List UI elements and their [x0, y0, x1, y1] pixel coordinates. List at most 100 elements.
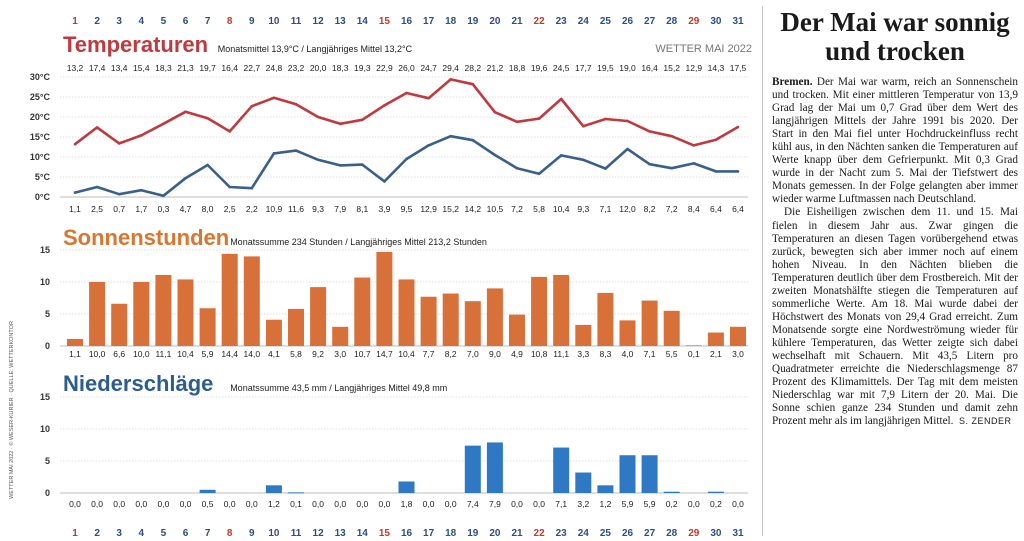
- bar-precipitation: [575, 472, 592, 493]
- day-number-bottom: 14: [357, 528, 369, 539]
- data-label-precipitation: 0,5: [202, 499, 214, 509]
- data-label-sunshine: 7,7: [423, 349, 435, 359]
- data-label-max-temperature: 16,4: [641, 63, 658, 73]
- data-label-sunshine: 10,7: [354, 349, 371, 359]
- data-label-precipitation: 0,0: [423, 499, 435, 509]
- day-number-bottom: 8: [227, 528, 233, 539]
- line-max-temperature-point: [736, 125, 740, 129]
- data-label-min-temperature: 2,2: [246, 204, 258, 214]
- data-label-max-temperature: 19,0: [619, 63, 636, 73]
- day-number-bottom: 26: [622, 528, 634, 539]
- data-label-min-temperature: 9,3: [577, 204, 589, 214]
- data-label-precipitation: 0,0: [180, 499, 192, 509]
- data-label-precipitation: 0,0: [135, 499, 147, 509]
- data-label-max-temperature: 28,2: [465, 63, 482, 73]
- data-label-max-temperature: 19,6: [531, 63, 548, 73]
- data-label-max-temperature: 17,4: [89, 63, 106, 73]
- day-number-bottom: 16: [401, 528, 413, 539]
- line-max-temperature-point: [670, 134, 673, 138]
- day-number-top: 25: [600, 16, 612, 27]
- data-label-precipitation: 0,0: [511, 499, 523, 509]
- bar-precipitation: [619, 455, 636, 493]
- day-number-top: 20: [489, 16, 501, 27]
- chart-title: Sonnenstunden: [63, 225, 229, 250]
- day-number-top: 9: [249, 16, 255, 27]
- bar-precipitation: [199, 489, 216, 493]
- data-label-precipitation: 0,1: [290, 499, 302, 509]
- data-label-precipitation: 7,1: [555, 499, 567, 509]
- line-min-temperature-point: [162, 194, 165, 198]
- data-label-min-temperature: 6,4: [732, 204, 744, 214]
- y-tick-label-precipitation: 0: [45, 488, 50, 498]
- data-label-sunshine: 3,0: [732, 349, 744, 359]
- line-max-temperature-point: [405, 91, 408, 95]
- data-label-precipitation: 0,0: [113, 499, 125, 509]
- day-number-bottom: 22: [534, 528, 546, 539]
- day-number-top: 10: [268, 16, 280, 27]
- line-min-temperature-point: [361, 163, 364, 166]
- data-label-max-temperature: 21,2: [487, 63, 504, 73]
- data-label-max-temperature: 18,3: [155, 63, 172, 73]
- bar-sunshine: [265, 319, 282, 346]
- y-tick-label-precipitation: 5: [45, 456, 50, 466]
- day-number-top: 22: [534, 16, 546, 27]
- line-min-temperature-point: [383, 180, 386, 183]
- line-min-temperature-point: [515, 166, 519, 170]
- day-number-bottom: 21: [511, 528, 523, 539]
- data-label-sunshine: 10,4: [177, 349, 194, 359]
- y-tick-label-sunshine: 10: [40, 277, 50, 287]
- line-min-temperature-point: [206, 163, 209, 167]
- data-label-min-temperature: 3,9: [378, 204, 390, 214]
- data-label-max-temperature: 17,5: [730, 63, 747, 73]
- data-label-max-temperature: 21,3: [177, 63, 194, 73]
- day-number-top: 7: [205, 16, 211, 27]
- day-number-top: 6: [183, 16, 189, 27]
- bar-precipitation: [663, 491, 680, 493]
- data-label-min-temperature: 7,1: [599, 204, 611, 214]
- line-min-temperature-point: [449, 134, 453, 138]
- line-max-temperature-point: [95, 126, 99, 129]
- line-min-temperature-point: [427, 144, 430, 147]
- data-label-min-temperature: 10,9: [266, 204, 283, 214]
- line-min-temperature-point: [272, 152, 276, 155]
- bar-sunshine: [243, 256, 260, 346]
- day-number-bottom: 29: [688, 528, 700, 539]
- y-tick-label-sunshine: 15: [40, 245, 50, 255]
- line-min-temperature-point: [294, 149, 298, 152]
- day-number-bottom: 10: [268, 528, 280, 539]
- day-number-bottom: 1: [72, 528, 78, 539]
- line-max-temperature-point: [383, 104, 386, 107]
- bar-precipitation: [486, 442, 503, 493]
- day-number-bottom: 17: [423, 528, 435, 539]
- line-max-temperature-point: [206, 116, 209, 120]
- line-min-temperature-point: [582, 158, 585, 162]
- data-label-precipitation: 0,0: [533, 499, 545, 509]
- bar-precipitation: [288, 492, 304, 494]
- bar-sunshine: [553, 274, 570, 346]
- line-min-temperature-point: [95, 185, 99, 189]
- bar-sunshine: [199, 308, 216, 346]
- y-tick-label-temperature: 30°C: [30, 72, 51, 82]
- day-number-bottom: 27: [644, 528, 656, 539]
- bar-precipitation: [265, 485, 282, 493]
- line-max-temperature-point: [316, 115, 320, 119]
- chart-title: Niederschläge: [63, 371, 213, 396]
- day-number-bottom: 11: [291, 528, 302, 539]
- y-tick-label-sunshine: 0: [45, 341, 50, 351]
- data-label-max-temperature: 18,3: [332, 63, 349, 73]
- line-max-temperature-point: [537, 117, 541, 120]
- data-label-max-temperature: 22,9: [376, 63, 393, 73]
- line-min-temperature-point: [692, 162, 696, 165]
- data-label-sunshine: 10,4: [398, 349, 415, 359]
- line-min-temperature-point: [338, 164, 342, 167]
- line-min-temperature-point: [117, 192, 121, 196]
- data-label-sunshine: 10,0: [89, 349, 106, 359]
- data-label-min-temperature: 9,5: [401, 204, 413, 214]
- data-label-precipitation: 0,0: [91, 499, 103, 509]
- day-number-top: 23: [556, 16, 568, 27]
- bar-precipitation: [707, 491, 724, 493]
- line-min-temperature-point: [670, 166, 673, 170]
- data-label-min-temperature: 7,2: [666, 204, 678, 214]
- bar-sunshine: [619, 320, 636, 346]
- line-min-temperature-point: [228, 185, 231, 189]
